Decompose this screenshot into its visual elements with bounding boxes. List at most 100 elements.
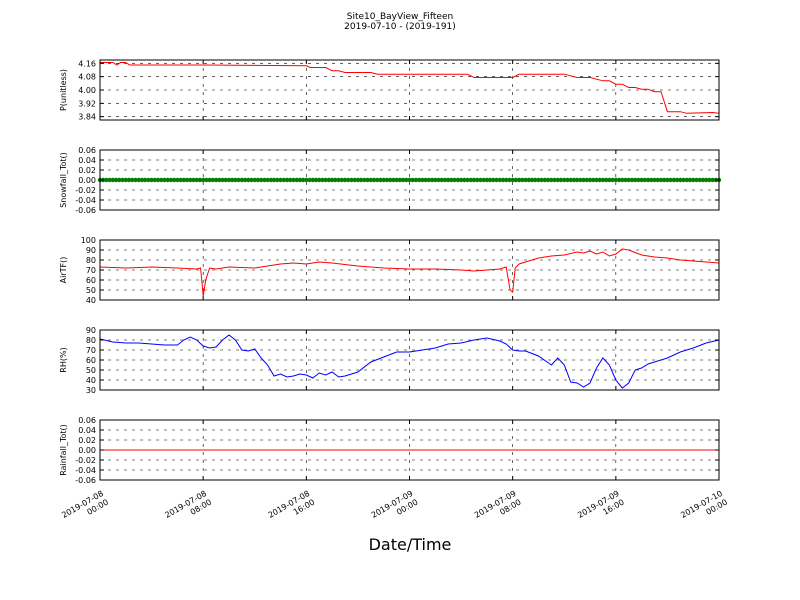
data-point (649, 177, 654, 183)
data-point (410, 177, 415, 183)
data-point (355, 177, 361, 183)
figure-title-line1: Site10_BayView_Fifteen (347, 12, 453, 22)
data-point (491, 177, 496, 183)
data-point (300, 177, 306, 183)
data-point (487, 177, 493, 183)
data-point (349, 177, 354, 183)
data-point (375, 177, 380, 183)
y-tick-label: -0.06 (75, 476, 96, 485)
data-point (516, 177, 522, 183)
data-point (610, 177, 615, 183)
data-point (591, 177, 596, 183)
data-point (294, 177, 299, 183)
y-tick-label: 70 (86, 266, 96, 275)
data-point (436, 177, 441, 183)
y-tick-label: -0.04 (75, 196, 96, 205)
data-point (652, 177, 657, 183)
data-point (684, 177, 689, 183)
data-point (616, 177, 622, 183)
y-tick-label: 90 (86, 326, 96, 335)
data-point (520, 177, 525, 183)
y-tick-label: 0.02 (78, 436, 96, 445)
data-point (678, 177, 683, 183)
data-point (139, 177, 145, 183)
y-tick-label: 40 (86, 376, 96, 385)
y-tick-label: 70 (86, 346, 96, 355)
y-tick-label: -0.04 (75, 466, 96, 475)
data-point (442, 177, 448, 183)
data-point (604, 177, 609, 183)
data-point (558, 177, 564, 183)
data-point (142, 177, 148, 183)
data-point (691, 177, 696, 183)
y-tick-label: 100 (81, 236, 96, 245)
data-point (307, 177, 312, 183)
data-point (578, 177, 583, 183)
data-point (175, 177, 180, 183)
y-axis-label-air-temp: AirTF() (59, 257, 68, 284)
data-point (268, 177, 274, 183)
data-point (697, 177, 702, 183)
data-point (194, 177, 199, 183)
data-point (133, 177, 138, 183)
data-point (394, 177, 399, 183)
data-point (162, 177, 167, 183)
data-point (317, 177, 322, 183)
data-point (336, 177, 341, 183)
data-point (304, 177, 309, 183)
data-point (429, 177, 435, 183)
data-point (297, 177, 303, 183)
data-point (107, 177, 112, 183)
data-point (707, 177, 712, 183)
data-point (333, 177, 338, 183)
data-point (159, 177, 164, 183)
data-point (417, 177, 422, 183)
y-tick-label: 80 (86, 256, 96, 265)
data-point (665, 177, 670, 183)
series-line-pressure (100, 62, 720, 114)
data-point (223, 177, 228, 183)
data-point (397, 177, 402, 183)
data-point (181, 177, 186, 183)
y-tick-label: 50 (86, 366, 96, 375)
data-point (371, 177, 377, 183)
data-point (452, 177, 457, 183)
y-axis-label-pressure: P(unitless) (59, 69, 68, 111)
data-point (146, 177, 151, 183)
y-tick-label: 0.00 (78, 446, 96, 455)
data-point (191, 177, 196, 183)
data-point (136, 177, 141, 183)
data-point (226, 177, 232, 183)
data-point (126, 177, 132, 183)
data-point (471, 177, 477, 183)
data-point (188, 177, 193, 183)
data-point (571, 177, 577, 183)
y-axis-label-rainfall: Rainfall_Tot() (59, 424, 68, 476)
y-tick-label: -0.06 (75, 206, 96, 215)
subplot-pressure: 4.16 4.08 4.00 3.92 3.84 P(unitless) (59, 59, 720, 122)
data-point (213, 177, 219, 183)
data-point (484, 177, 490, 183)
data-point (455, 177, 461, 183)
data-point (626, 177, 631, 183)
data-point (284, 177, 290, 183)
data-point (407, 177, 412, 183)
data-point (346, 177, 351, 183)
data-point (481, 177, 486, 183)
data-point (433, 177, 438, 183)
y-tick-label: 0.02 (78, 166, 96, 175)
data-point (594, 177, 599, 183)
y-tick-label: 0.06 (78, 146, 96, 155)
y-tick-label: -0.02 (75, 456, 96, 465)
y-tick-label: 0.00 (78, 176, 96, 185)
data-point (388, 177, 393, 183)
data-point (642, 177, 647, 183)
data-point (168, 177, 174, 183)
data-point (207, 177, 212, 183)
